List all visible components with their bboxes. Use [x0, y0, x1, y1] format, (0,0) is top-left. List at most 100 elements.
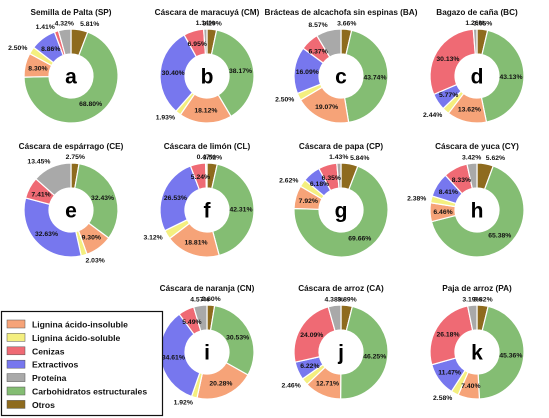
chart-title: Cáscara de papa (CP): [299, 142, 383, 151]
data-label: 32.63%: [35, 231, 58, 238]
donut-h: Cáscara de yuca (CY) 5.62% 65.38% 6.46% 2.38…: [407, 142, 525, 258]
data-label: 8.30%: [28, 65, 47, 72]
data-label: 7.92%: [299, 198, 318, 205]
data-label: 38.17%: [229, 68, 252, 75]
slice-carbohidratos-estructurales: [210, 29, 255, 118]
legend-label-extractivos: Extractivos: [32, 360, 79, 370]
data-label: 43.13%: [499, 74, 522, 81]
data-label: 8.33%: [452, 177, 471, 184]
legend-swatch-lignina-acido-soluble: [6, 333, 26, 342]
data-label: 1.92%: [174, 399, 193, 406]
legend-swatch-proteina: [6, 373, 26, 382]
chart-title: Cáscara de maracuyá (CM): [155, 8, 260, 17]
data-label: 8.86%: [41, 46, 60, 53]
slice-proteina: [204, 162, 208, 189]
legend-swatch-cenizas: [6, 346, 26, 356]
donut-k: Paja de arroz (PA) 3.82% 45.36% 7.40% 2.58% 1…: [429, 284, 525, 402]
data-label: 3.29%: [203, 20, 222, 27]
slice-carbohidratos-estructurales: [23, 31, 119, 124]
chart-title: Cáscara de naranja (CN): [160, 284, 255, 293]
chart-title: Bagazo de caña (BC): [436, 8, 518, 17]
legend-swatch-lignina-acido-insoluble: [6, 319, 26, 329]
chart-letter: g: [335, 200, 348, 223]
chart-letter: c: [335, 66, 347, 89]
data-label: 43.74%: [363, 75, 386, 82]
data-label: 26.53%: [164, 195, 187, 202]
data-label: 7.41%: [31, 191, 50, 198]
chart-title: Semilla de Palta (SP): [31, 8, 112, 17]
slice-carbohidratos-estructurales: [480, 29, 525, 123]
data-label: 5.62%: [486, 155, 505, 162]
data-label: 30.13%: [436, 56, 459, 63]
data-label: 32.43%: [91, 195, 114, 202]
data-label: 3.19%: [462, 296, 481, 303]
data-label: 2.58%: [433, 395, 452, 402]
data-label: 12.71%: [316, 381, 339, 388]
legend-label-proteina: Proteína: [32, 373, 67, 383]
slice-carbohidratos-estructurales: [343, 29, 389, 124]
slice-proteina: [57, 28, 72, 56]
data-label: 13.45%: [27, 158, 50, 165]
data-label: 30.40%: [162, 70, 185, 77]
donut-f: Cáscara de limón (CL) 3.52% 42.31% 18.81% 3.…: [143, 142, 255, 258]
slice-proteina: [316, 28, 342, 58]
chart-title: Cáscara de limón (CL): [164, 142, 251, 151]
chart-letter: e: [65, 200, 77, 223]
data-label: 2.75%: [66, 154, 85, 161]
chart-letter: a: [65, 66, 77, 89]
data-label: 4.57%: [190, 297, 209, 304]
data-label: 3.52%: [203, 154, 222, 161]
data-label: 6.95%: [188, 41, 207, 48]
data-label: 42.31%: [229, 207, 252, 214]
data-label: 5.81%: [80, 21, 99, 28]
slice-cenizas: [429, 28, 476, 96]
chart-letter: i: [204, 342, 210, 365]
donut-g: Cáscara de papa (CP) 5.84% 69.66% 7.92% 2.62…: [279, 142, 389, 258]
chart-title: Cáscara de yuca (CY): [435, 142, 519, 151]
chart-letter: k: [471, 342, 483, 365]
slice-carbohidratos-estructurales: [74, 163, 119, 239]
slice-extractivos: [159, 313, 201, 398]
legend-label-cenizas: Cenizas: [32, 346, 65, 356]
donut-i: Cáscara de naranja (CN) 2.60% 30.53% 20.28%…: [159, 284, 255, 406]
donut-e: Cáscara de espárrago (CE) 2.75% 32.43% 9.30…: [19, 142, 124, 264]
donut-d: Bagazo de caña (BC) 3.65% 43.13% 13.62% 2.44…: [423, 8, 525, 124]
data-label: 30.53%: [226, 335, 249, 342]
slice-extractivos: [159, 34, 198, 113]
data-label: 3.42%: [462, 154, 481, 161]
data-label: 5.77%: [439, 92, 458, 99]
slice-carbohidratos-estructurales: [211, 163, 255, 257]
data-label: 1.43%: [329, 154, 348, 161]
data-label: 8.41%: [439, 189, 458, 196]
data-label: 20.28%: [209, 380, 232, 387]
data-label: 6.37%: [308, 48, 327, 55]
data-label: 3.66%: [337, 20, 356, 27]
data-label: 18.81%: [184, 240, 207, 247]
data-label: 4.32%: [55, 20, 74, 27]
legend-label-lignina-acido-soluble: Lignina ácido-soluble: [32, 333, 121, 343]
data-label: 19.07%: [315, 104, 338, 111]
slice-carbohidratos-estructurales: [477, 305, 525, 400]
slice-carbohidratos-estructurales: [430, 165, 525, 258]
slice-carbohidratos-estructurales: [209, 304, 255, 376]
data-label: 24.09%: [300, 332, 323, 339]
data-label: 13.62%: [458, 107, 481, 114]
slice-proteina: [466, 162, 478, 190]
data-label: 69.66%: [348, 236, 371, 243]
legend-label-lignina-acido-insoluble: Lignina ácido-insoluble: [32, 320, 128, 330]
data-label: 26.18%: [436, 332, 459, 339]
chart-title: Cáscara de espárrago (CE): [19, 142, 124, 151]
data-label: 6.46%: [433, 209, 452, 216]
data-label: 6.22%: [300, 363, 319, 370]
legend-frame: [0, 310, 164, 417]
legend: Lignina ácido-insoluble Lignina ácido-sol…: [0, 310, 164, 417]
slice-proteina: [472, 28, 478, 55]
data-label: 3.65%: [473, 20, 492, 27]
data-label: 2.46%: [281, 382, 300, 389]
legend-swatch-carbohidratos-estructurales: [6, 386, 26, 396]
data-label: 2.50%: [8, 45, 27, 52]
slice-proteina: [192, 304, 208, 332]
donut-b: Cáscara de maracuyá (CM) 3.29% 38.17% 18.12…: [155, 8, 260, 124]
data-label: 4.38%: [325, 296, 344, 303]
data-label: 1.93%: [156, 114, 175, 121]
